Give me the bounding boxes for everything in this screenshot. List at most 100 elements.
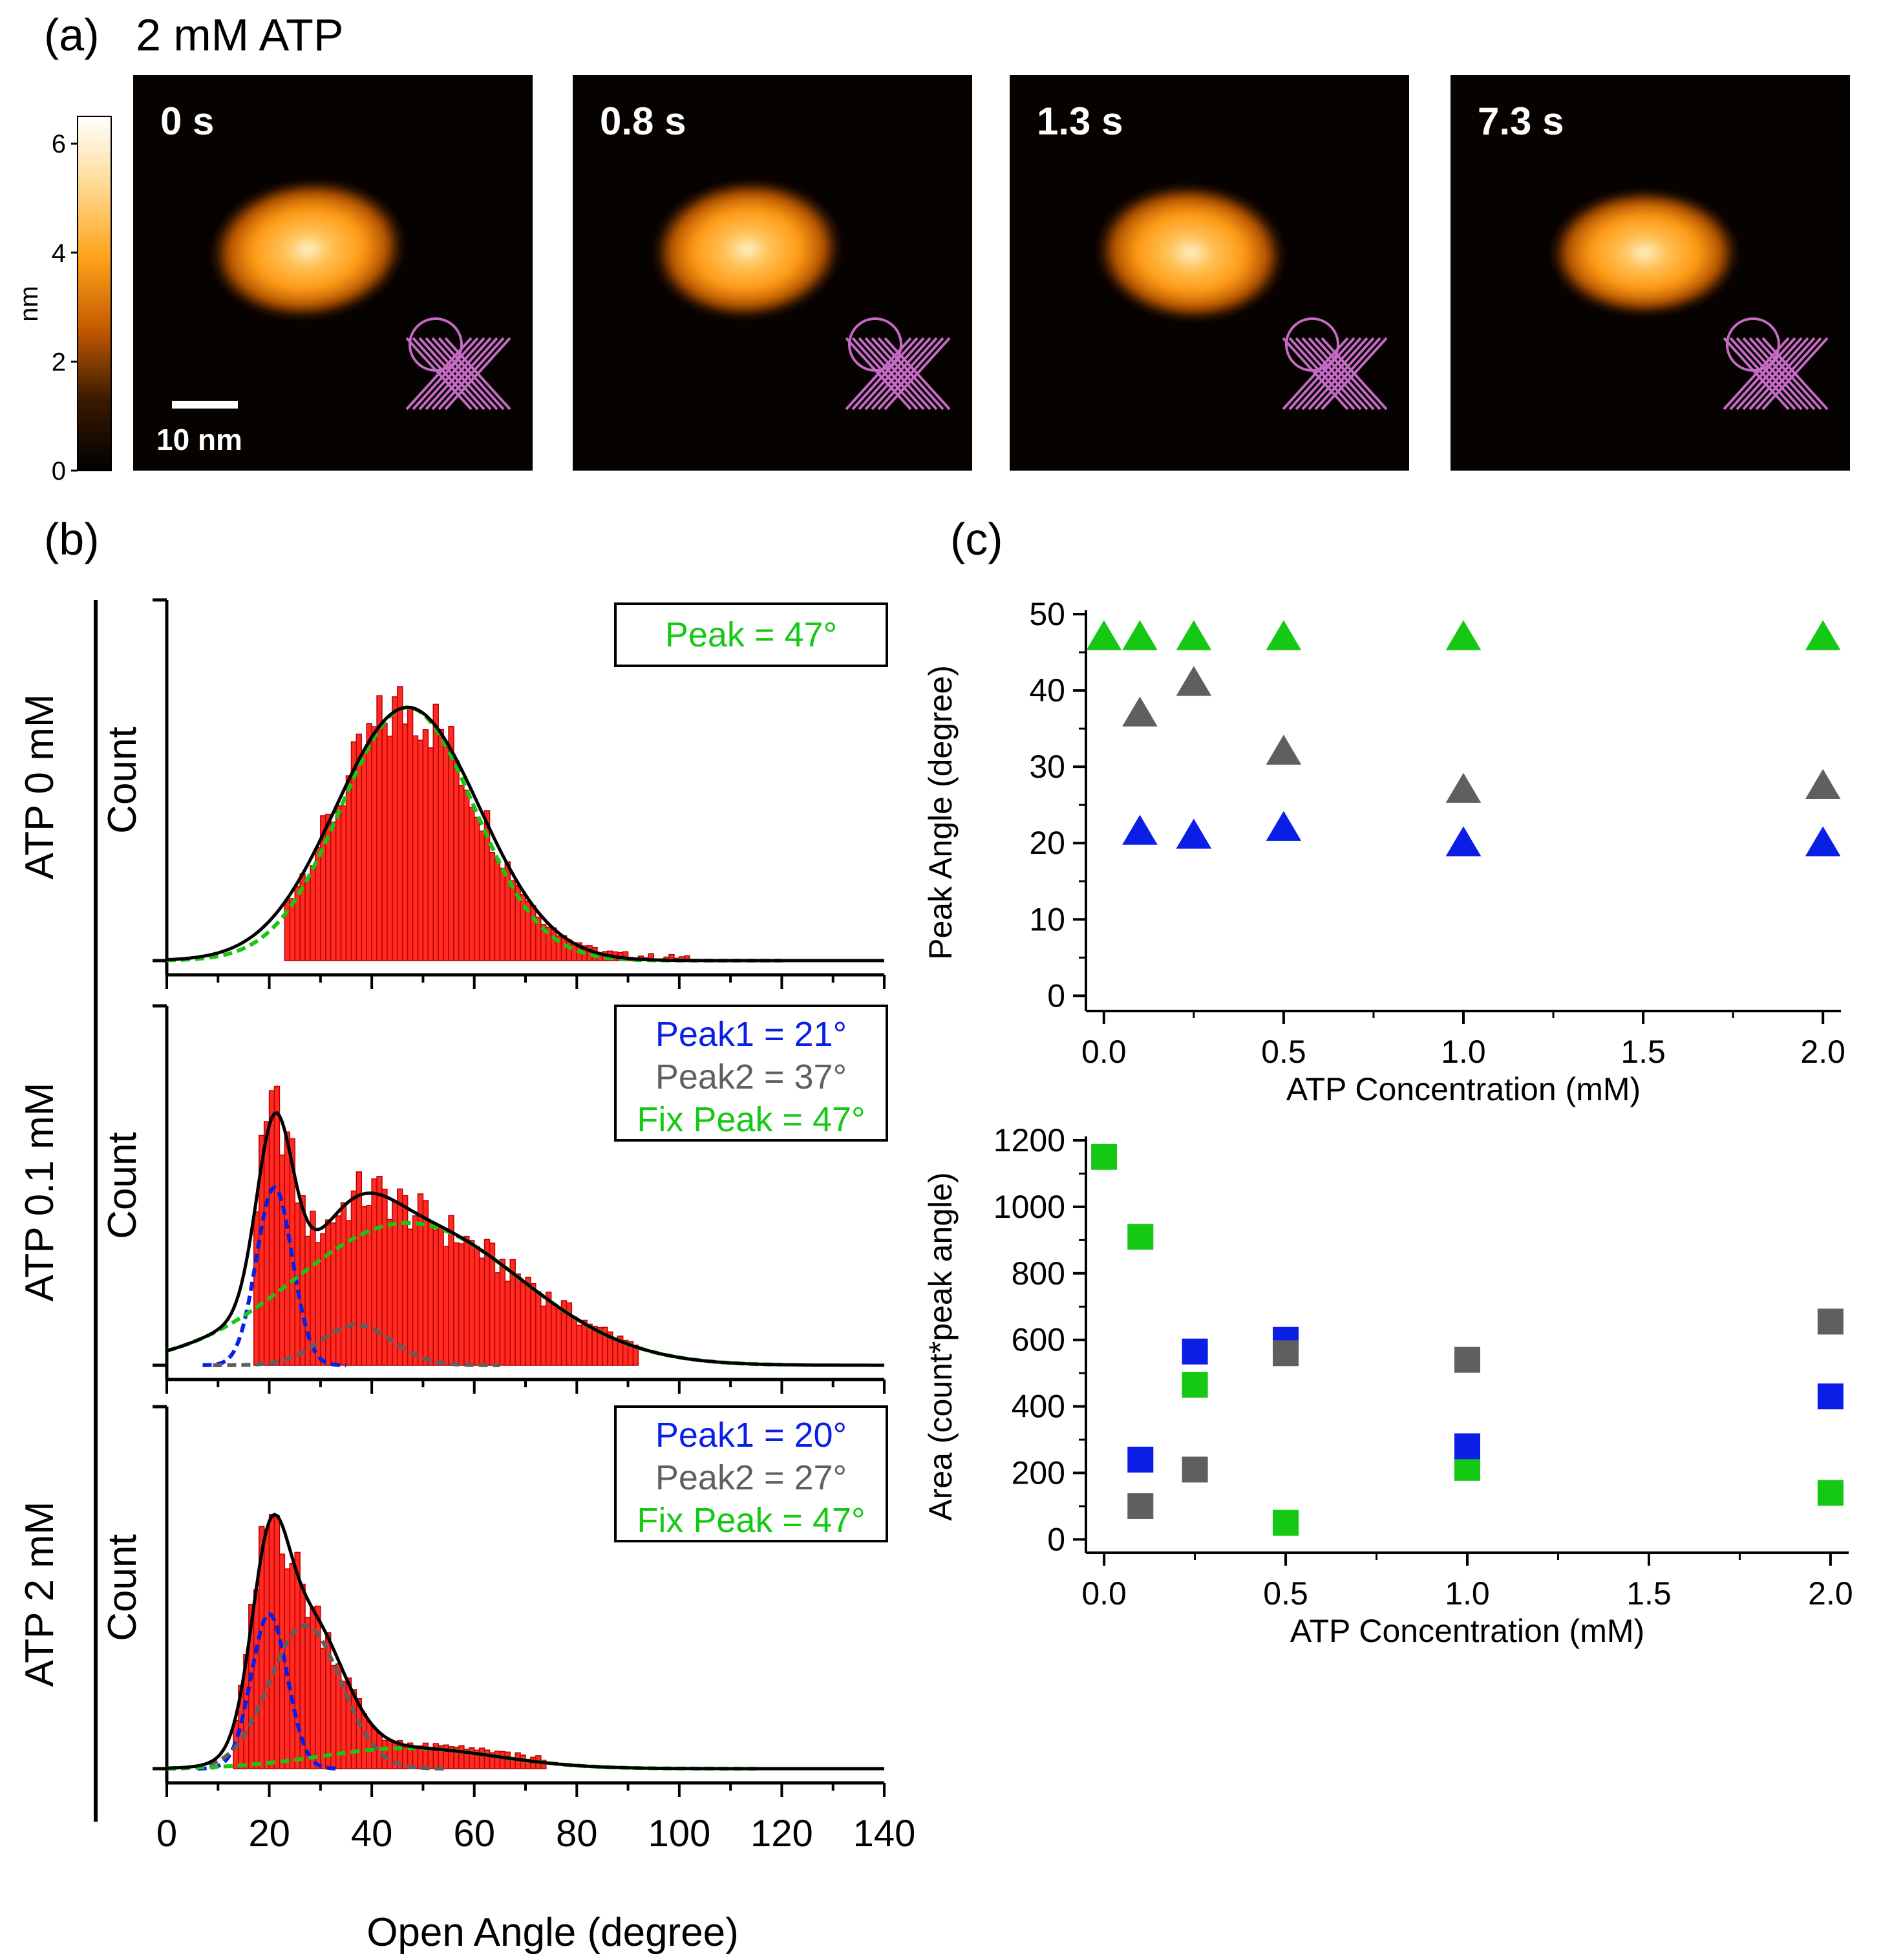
- histogram-bar: [550, 1304, 557, 1366]
- blue-triangle-point: [1266, 811, 1302, 841]
- protein-model-strand: [884, 337, 951, 410]
- protein-model: [1723, 317, 1829, 410]
- green-triangle-point: [1086, 620, 1122, 650]
- protein-model-strand: [845, 337, 912, 410]
- green-triangle-point: [1445, 620, 1482, 650]
- y-tick-label: 40: [1029, 672, 1065, 708]
- protein-model-strand: [871, 337, 938, 410]
- histogram-bar: [458, 784, 465, 961]
- histogram-bar: [340, 1202, 347, 1366]
- colorbar-unit-label: nm: [15, 286, 43, 322]
- histogram-bar: [268, 1514, 275, 1769]
- gray-component-curve: [166, 1623, 449, 1771]
- green-square-point: [1182, 1372, 1208, 1398]
- gray-triangle-point: [1445, 772, 1482, 803]
- protein-model-strand: [412, 337, 479, 410]
- blue-square-point: [1454, 1433, 1480, 1460]
- x-tick-label: 1.0: [1441, 1034, 1486, 1070]
- histogram-bar: [310, 865, 316, 961]
- x-tick-label: 1.5: [1626, 1575, 1672, 1612]
- histogram-bar: [473, 1246, 480, 1366]
- protein-model-strand: [1736, 337, 1803, 410]
- histogram-bars: [284, 686, 690, 961]
- blue-triangle-point: [1176, 818, 1212, 849]
- protein-model-strand: [431, 337, 498, 410]
- legend-entry: Peak1 = 20°: [655, 1416, 847, 1454]
- histogram-bar: [361, 751, 367, 961]
- protein-model-strand: [438, 337, 505, 410]
- histogram-bar: [478, 1747, 485, 1769]
- y-tick-label: 1200: [994, 1122, 1065, 1158]
- y-tick-label: 800: [1012, 1255, 1065, 1292]
- gray-square-point: [1817, 1308, 1844, 1335]
- histogram-bar: [417, 1193, 424, 1366]
- colorbar-tick-label: 2: [52, 348, 66, 376]
- x-tick-label: 0.0: [1081, 1034, 1127, 1070]
- histogram-bar: [299, 1195, 306, 1366]
- histogram-bar: [304, 879, 311, 961]
- x-tick-label: 1.5: [1621, 1034, 1666, 1070]
- histogram-bar: [515, 1273, 521, 1366]
- height-colorbar: 0 2 4 6: [52, 116, 112, 485]
- histogram-bar: [499, 868, 506, 961]
- gray-triangle-point: [1266, 734, 1302, 765]
- blue-square-point: [1817, 1383, 1844, 1410]
- x-tick-label: 80: [556, 1813, 598, 1855]
- x-tick-label: 20: [248, 1813, 290, 1855]
- green-triangle-point: [1122, 620, 1158, 650]
- histogram-bar: [366, 1204, 372, 1366]
- histogram-bar: [535, 1291, 542, 1366]
- histogram-bar: [417, 740, 424, 961]
- green-square-point: [1817, 1480, 1844, 1506]
- green-triangle-point: [1266, 620, 1302, 650]
- y-tick-label: 0: [1047, 1521, 1065, 1557]
- protein-model-strand: [858, 337, 925, 410]
- histogram-row: Count ATP 2 mM Peak1 = 20° Peak2 = 27° Fix P…: [17, 1405, 915, 1855]
- protein-model-strand: [1761, 337, 1829, 410]
- histogram-bar: [463, 1235, 470, 1366]
- protein-model: [1282, 317, 1388, 410]
- x-tick-label: 100: [648, 1813, 710, 1855]
- protein-model-strand: [1729, 337, 1796, 410]
- histogram-bar: [371, 1178, 377, 1366]
- histogram-row: Count ATP 0.1 mM Peak1 = 21° Peak2 = 37° Fix…: [17, 1004, 888, 1394]
- histogram-bar: [392, 696, 398, 961]
- legend-box: [614, 602, 888, 667]
- x-tick-label: 120: [750, 1813, 813, 1855]
- y-tick-label: 600: [1012, 1322, 1065, 1358]
- histogram-bar: [458, 1745, 465, 1769]
- green-square-point: [1091, 1144, 1118, 1170]
- histogram-bar: [335, 805, 342, 961]
- blue-square-point: [1127, 1446, 1154, 1473]
- protein-model-strand: [444, 337, 511, 410]
- protein-model-strand: [405, 337, 473, 410]
- histogram-bar: [407, 1228, 414, 1366]
- histogram-bar: [550, 927, 557, 961]
- green-square-point: [1454, 1454, 1480, 1481]
- blue-component-curve: [197, 1612, 341, 1771]
- afm-frame: 0.8 s: [573, 75, 972, 471]
- histogram-bar: [412, 735, 419, 961]
- histogram-bar: [387, 1739, 393, 1769]
- y-tick-label: 50: [1029, 596, 1065, 632]
- histogram-bar: [504, 861, 511, 961]
- scale-bar-label: 10 nm: [156, 423, 242, 456]
- histogram-bar: [586, 1323, 593, 1366]
- scatter-chart: 0 10 20 30 40 50 0.0 0.5 1.0 1.5 2.0 ATP Concentrat…: [922, 596, 1845, 1107]
- protein-model-strand: [1314, 337, 1381, 410]
- panel-b-label: (b): [44, 514, 100, 564]
- histogram-bar: [294, 1551, 301, 1769]
- protein-model-strand: [1295, 337, 1362, 410]
- histogram-bar: [345, 775, 352, 961]
- histogram-bar: [432, 1230, 439, 1366]
- histogram-bar: [443, 747, 449, 961]
- histogram-bar: [310, 1210, 316, 1366]
- histogram-bar: [330, 1665, 337, 1769]
- histogram-panel: Count ATP 0 mM Peak = 47° Count ATP 0.1 mM Pe…: [17, 598, 915, 1855]
- histogram-bar: [438, 729, 444, 961]
- afm-protein-blob: [1094, 182, 1288, 323]
- histogram-bar: [376, 1176, 383, 1366]
- afm-frame: 1.3 s: [1010, 75, 1409, 471]
- legend-entry: Fix Peak = 47°: [637, 1100, 865, 1139]
- y-tick-label: 1000: [994, 1189, 1065, 1225]
